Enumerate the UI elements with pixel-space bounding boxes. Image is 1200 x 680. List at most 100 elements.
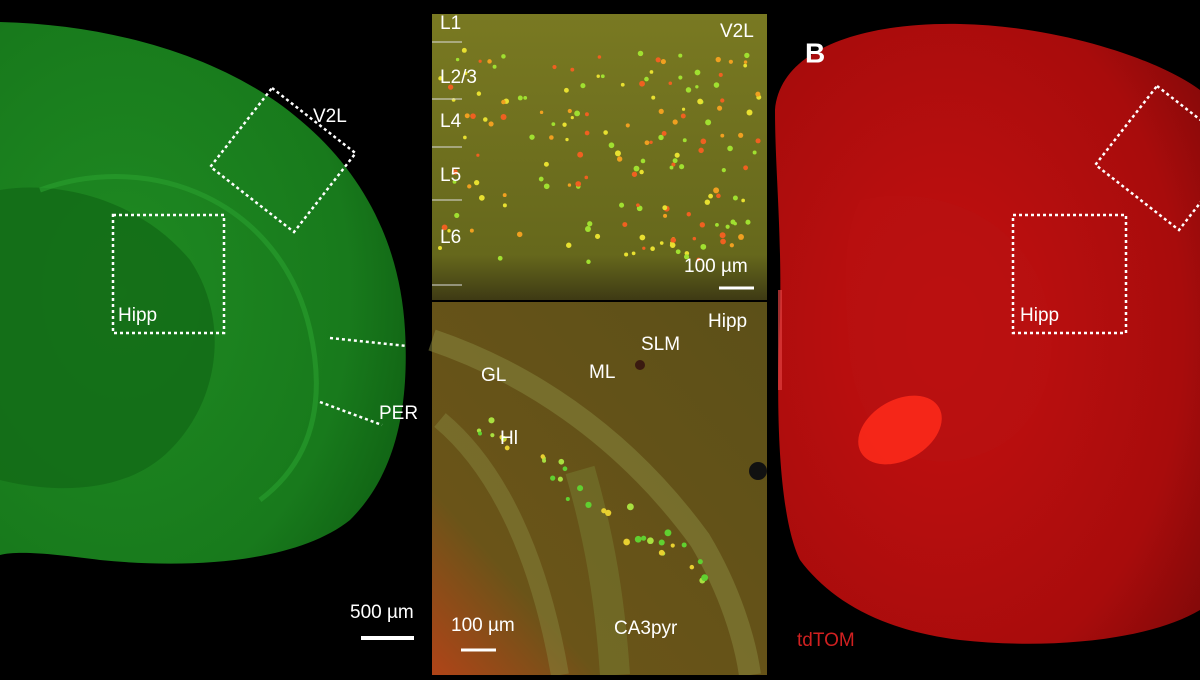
region-label: PER	[379, 403, 418, 424]
cell	[517, 95, 523, 101]
layer-label: L4	[440, 111, 462, 132]
cell	[623, 538, 630, 546]
cell	[488, 121, 494, 127]
cell	[755, 91, 761, 97]
cell	[470, 113, 476, 119]
cell	[658, 134, 664, 141]
cell	[699, 222, 705, 228]
middle-bottom-panel: Hipp SLM ML GL Hl CA3pyr 100 µm	[428, 302, 767, 677]
cell	[447, 228, 451, 233]
cell	[716, 193, 721, 199]
region-label: ML	[589, 362, 615, 383]
cell	[463, 71, 468, 75]
cell	[738, 234, 744, 240]
cell	[730, 219, 736, 225]
cell	[675, 249, 681, 255]
cell	[461, 47, 467, 53]
ca3-layer	[565, 465, 630, 676]
cell	[698, 147, 704, 154]
cell	[729, 243, 734, 248]
cell	[684, 254, 690, 260]
cell	[438, 76, 443, 81]
cell	[441, 224, 448, 231]
vessel	[749, 462, 767, 480]
right-panel: B Hipp tdTOM	[767, 0, 1200, 675]
cell	[584, 175, 589, 180]
scale-label: 100 µm	[451, 615, 515, 636]
cell	[655, 57, 661, 63]
cell	[601, 508, 607, 514]
cell	[639, 80, 645, 87]
cell	[476, 91, 482, 96]
cell	[580, 83, 586, 89]
cell	[704, 199, 711, 205]
cell	[745, 219, 751, 225]
layer-label: L5	[440, 165, 461, 186]
cell	[539, 110, 544, 115]
cell	[686, 212, 691, 217]
v2l-box	[208, 86, 358, 234]
fiber-tract	[39, 174, 319, 502]
cell	[728, 59, 733, 64]
edge	[432, 0, 767, 14]
cell	[681, 542, 687, 548]
cell	[720, 98, 725, 103]
cell	[608, 142, 615, 149]
cell	[565, 497, 570, 502]
cell	[622, 222, 628, 228]
region-label: GL	[481, 365, 506, 386]
cell	[743, 165, 749, 171]
cell	[662, 205, 668, 211]
cell	[614, 150, 621, 157]
cell	[679, 164, 685, 170]
scale-label: 500 µm	[350, 602, 414, 623]
cell	[705, 119, 712, 126]
cell	[670, 237, 677, 243]
cell	[567, 183, 572, 187]
cell	[626, 503, 634, 511]
cell	[639, 234, 646, 241]
cell	[567, 108, 572, 114]
cell	[640, 158, 646, 164]
cell	[651, 95, 656, 100]
region-label: Hipp	[708, 311, 747, 332]
cell	[596, 74, 600, 78]
cell	[682, 138, 687, 143]
cell	[500, 114, 507, 120]
cell	[483, 117, 488, 122]
cell	[659, 241, 664, 245]
cell	[668, 81, 673, 86]
cell	[455, 57, 460, 62]
cell	[504, 445, 510, 451]
cell	[605, 509, 612, 517]
cell	[660, 59, 666, 65]
cell	[550, 475, 556, 481]
cell	[477, 431, 482, 436]
cell	[502, 203, 507, 208]
cell	[558, 458, 565, 465]
cell	[516, 231, 523, 238]
region-label: Hipp	[1020, 305, 1059, 326]
stain-label: tdTOM	[797, 630, 855, 651]
cell	[681, 107, 686, 111]
cell	[551, 122, 556, 126]
cell	[478, 59, 482, 63]
cell	[663, 213, 668, 218]
cell	[464, 113, 470, 119]
cell	[552, 64, 557, 70]
per-line	[329, 336, 408, 348]
cell	[549, 135, 554, 140]
vessel	[635, 360, 645, 370]
cell	[641, 535, 647, 541]
cell	[543, 183, 550, 190]
cell	[529, 134, 535, 140]
cell	[575, 181, 582, 187]
cell	[620, 82, 625, 87]
cell	[649, 140, 653, 144]
left-panel: V2L Hipp PER 500 µm	[0, 0, 432, 675]
cell	[490, 433, 495, 438]
cell	[744, 52, 750, 59]
cell	[692, 236, 697, 241]
cell	[738, 132, 744, 138]
